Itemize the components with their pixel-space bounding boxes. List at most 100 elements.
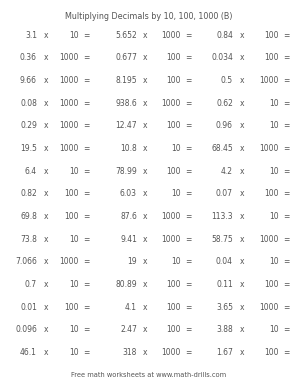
Text: 0.84: 0.84 [216,31,233,40]
Text: 1000: 1000 [60,144,79,153]
Text: 10: 10 [269,99,279,108]
Text: 78.99: 78.99 [115,167,137,176]
Text: 6.4: 6.4 [25,167,37,176]
Text: 2.47: 2.47 [120,325,137,335]
Text: =: = [185,167,191,176]
Text: 80.89: 80.89 [115,280,137,289]
Text: 0.08: 0.08 [20,99,37,108]
Text: 1000: 1000 [162,99,181,108]
Text: =: = [83,257,89,266]
Text: 100: 100 [265,54,279,63]
Text: 1000: 1000 [162,235,181,244]
Text: 10: 10 [269,122,279,130]
Text: 0.096: 0.096 [15,325,37,335]
Text: x: x [44,167,49,176]
Text: =: = [283,348,289,357]
Text: 10: 10 [69,235,79,244]
Text: 4.1: 4.1 [125,303,137,312]
Text: =: = [283,31,289,40]
Text: 10: 10 [69,325,79,335]
Text: x: x [240,31,244,40]
Text: =: = [185,144,191,153]
Text: x: x [143,257,148,266]
Text: x: x [143,54,148,63]
Text: =: = [185,303,191,312]
Text: x: x [240,325,244,335]
Text: =: = [283,122,289,130]
Text: =: = [83,122,89,130]
Text: 46.1: 46.1 [20,348,37,357]
Text: x: x [143,99,148,108]
Text: =: = [83,144,89,153]
Text: 10: 10 [269,325,279,335]
Text: 9.66: 9.66 [20,76,37,85]
Text: =: = [83,99,89,108]
Text: 0.11: 0.11 [216,280,233,289]
Text: x: x [240,76,244,85]
Text: =: = [283,99,289,108]
Text: 0.29: 0.29 [20,122,37,130]
Text: 1000: 1000 [162,348,181,357]
Text: 0.01: 0.01 [20,303,37,312]
Text: x: x [44,348,49,357]
Text: 100: 100 [64,190,79,198]
Text: x: x [143,76,148,85]
Text: =: = [283,190,289,198]
Text: =: = [185,212,191,221]
Text: x: x [44,31,49,40]
Text: 10: 10 [269,257,279,266]
Text: 0.36: 0.36 [20,54,37,63]
Text: =: = [83,190,89,198]
Text: x: x [143,303,148,312]
Text: 58.75: 58.75 [211,235,233,244]
Text: =: = [185,280,191,289]
Text: x: x [44,257,49,266]
Text: =: = [83,31,89,40]
Text: x: x [44,54,49,63]
Text: =: = [83,212,89,221]
Text: =: = [185,99,191,108]
Text: 1000: 1000 [260,144,279,153]
Text: 1000: 1000 [260,235,279,244]
Text: x: x [240,257,244,266]
Text: 9.41: 9.41 [120,235,137,244]
Text: =: = [185,348,191,357]
Text: 100: 100 [64,303,79,312]
Text: =: = [83,76,89,85]
Text: 100: 100 [167,167,181,176]
Text: 10: 10 [171,257,181,266]
Text: x: x [240,99,244,108]
Text: 10: 10 [69,280,79,289]
Text: x: x [143,212,148,221]
Text: 1000: 1000 [60,76,79,85]
Text: 10: 10 [171,144,181,153]
Text: =: = [185,257,191,266]
Text: =: = [283,235,289,244]
Text: 100: 100 [265,31,279,40]
Text: 3.88: 3.88 [216,325,233,335]
Text: 1000: 1000 [162,212,181,221]
Text: =: = [185,76,191,85]
Text: =: = [83,54,89,63]
Text: =: = [83,325,89,335]
Text: x: x [44,280,49,289]
Text: 0.677: 0.677 [115,54,137,63]
Text: 100: 100 [167,325,181,335]
Text: x: x [240,167,244,176]
Text: 8.195: 8.195 [115,76,137,85]
Text: 100: 100 [265,190,279,198]
Text: x: x [44,212,49,221]
Text: x: x [44,76,49,85]
Text: =: = [83,348,89,357]
Text: =: = [283,257,289,266]
Text: x: x [143,235,148,244]
Text: 1000: 1000 [60,54,79,63]
Text: 1000: 1000 [60,122,79,130]
Text: x: x [143,190,148,198]
Text: 0.04: 0.04 [216,257,233,266]
Text: x: x [44,190,49,198]
Text: x: x [44,303,49,312]
Text: 1000: 1000 [260,76,279,85]
Text: 12.47: 12.47 [115,122,137,130]
Text: =: = [283,212,289,221]
